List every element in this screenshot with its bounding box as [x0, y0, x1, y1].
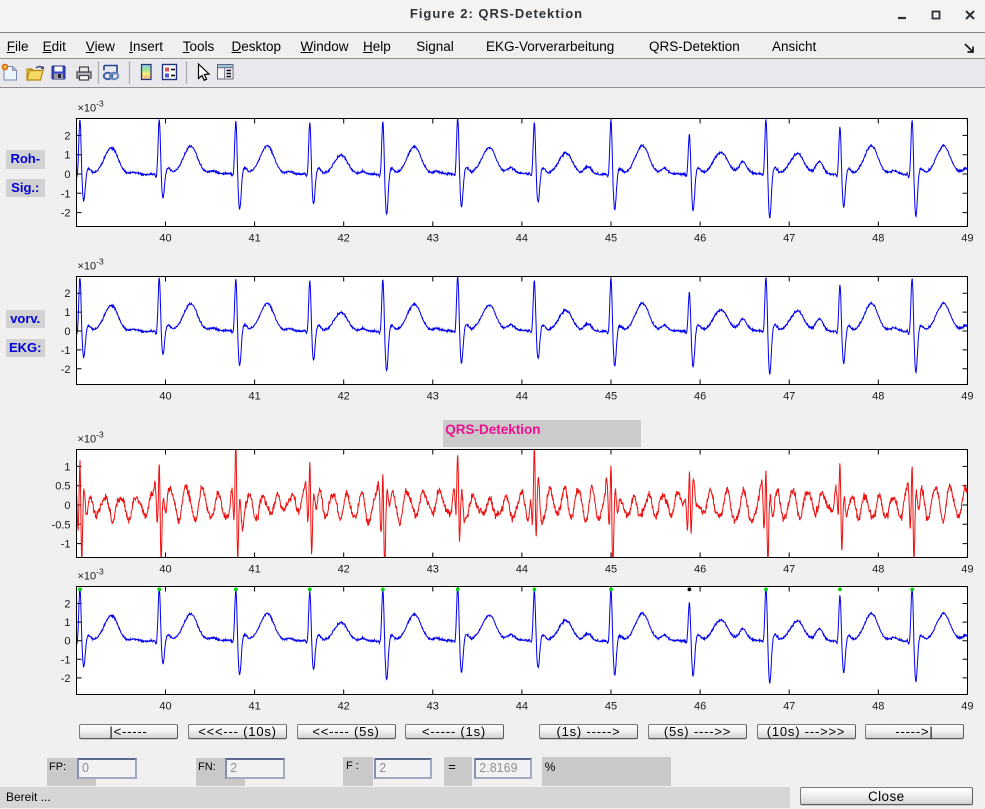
svg-text:41: 41 [248, 701, 260, 713]
svg-text:49: 49 [961, 564, 973, 576]
svg-text:1: 1 [64, 617, 70, 629]
svg-text:0: 0 [64, 169, 70, 181]
svg-text:-1: -1 [61, 188, 71, 200]
svg-text:-2: -2 [61, 208, 71, 220]
svg-text:48: 48 [872, 233, 884, 245]
svg-text:0: 0 [64, 636, 70, 648]
svg-text:42: 42 [338, 391, 350, 403]
svg-text:43: 43 [427, 233, 439, 245]
svg-text:42: 42 [338, 564, 350, 576]
svg-text:2: 2 [64, 599, 70, 611]
svg-text:44: 44 [516, 391, 528, 403]
svg-text:43: 43 [427, 564, 439, 576]
svg-text:1: 1 [64, 307, 70, 319]
svg-text:46: 46 [694, 391, 706, 403]
svg-text:40: 40 [159, 391, 171, 403]
svg-text:45: 45 [605, 564, 617, 576]
svg-text:45: 45 [605, 391, 617, 403]
svg-text:0: 0 [64, 500, 70, 512]
svg-text:-2: -2 [61, 364, 71, 376]
svg-text:2: 2 [64, 288, 70, 300]
svg-text:×10-3: ×10-3 [78, 430, 105, 446]
svg-text:43: 43 [427, 701, 439, 713]
svg-text:43: 43 [427, 391, 439, 403]
svg-text:47: 47 [783, 391, 795, 403]
svg-text:42: 42 [338, 233, 350, 245]
svg-text:45: 45 [605, 233, 617, 245]
svg-text:41: 41 [248, 233, 260, 245]
svg-text:-1: -1 [61, 345, 71, 357]
svg-text:0: 0 [64, 326, 70, 338]
svg-text:48: 48 [872, 564, 884, 576]
svg-text:×10-3: ×10-3 [78, 567, 105, 583]
svg-text:41: 41 [248, 564, 260, 576]
svg-text:-2: -2 [61, 673, 71, 685]
svg-text:41: 41 [248, 391, 260, 403]
svg-text:×10-3: ×10-3 [78, 257, 105, 273]
svg-text:48: 48 [872, 701, 884, 713]
svg-text:44: 44 [516, 564, 528, 576]
svg-text:44: 44 [516, 701, 528, 713]
svg-text:47: 47 [783, 701, 795, 713]
svg-text:0.5: 0.5 [55, 481, 70, 493]
svg-text:49: 49 [961, 233, 973, 245]
svg-text:40: 40 [159, 233, 171, 245]
svg-text:42: 42 [338, 701, 350, 713]
svg-text:2: 2 [64, 130, 70, 142]
svg-text:1: 1 [64, 461, 70, 473]
svg-text:46: 46 [694, 701, 706, 713]
svg-text:47: 47 [783, 564, 795, 576]
svg-text:-0.5: -0.5 [52, 519, 71, 531]
svg-text:49: 49 [961, 701, 973, 713]
svg-text:48: 48 [872, 391, 884, 403]
svg-text:40: 40 [159, 564, 171, 576]
svg-text:45: 45 [605, 701, 617, 713]
svg-text:-1: -1 [61, 654, 71, 666]
svg-text:×10-3: ×10-3 [78, 99, 105, 115]
svg-text:1: 1 [64, 150, 70, 162]
svg-text:46: 46 [694, 233, 706, 245]
svg-text:44: 44 [516, 233, 528, 245]
svg-text:-1: -1 [61, 539, 71, 551]
svg-text:46: 46 [694, 564, 706, 576]
svg-text:49: 49 [961, 391, 973, 403]
svg-text:47: 47 [783, 233, 795, 245]
svg-text:40: 40 [159, 701, 171, 713]
